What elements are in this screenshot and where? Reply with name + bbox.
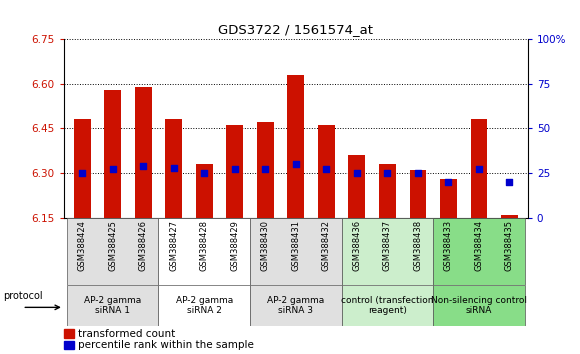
Text: GSM388428: GSM388428 xyxy=(200,220,209,271)
Bar xyxy=(226,125,243,218)
Point xyxy=(139,163,148,169)
Bar xyxy=(318,125,335,218)
Bar xyxy=(342,218,433,285)
Bar xyxy=(104,90,121,218)
Text: GSM388436: GSM388436 xyxy=(353,220,361,271)
Bar xyxy=(165,119,182,218)
Point xyxy=(474,167,484,172)
Bar xyxy=(158,285,250,326)
Point xyxy=(200,170,209,176)
Text: GSM388437: GSM388437 xyxy=(383,220,392,271)
Text: GSM388432: GSM388432 xyxy=(322,220,331,271)
Point xyxy=(352,170,361,176)
Text: GSM388427: GSM388427 xyxy=(169,220,178,271)
Bar xyxy=(64,341,74,349)
Bar xyxy=(409,170,426,218)
Bar xyxy=(64,329,74,338)
Point xyxy=(505,179,514,185)
Text: GSM388430: GSM388430 xyxy=(261,220,270,271)
Title: GDS3722 / 1561574_at: GDS3722 / 1561574_at xyxy=(218,23,374,36)
Bar xyxy=(470,119,487,218)
Bar xyxy=(433,285,525,326)
Text: control (transfection
reagent): control (transfection reagent) xyxy=(341,296,434,315)
Text: GSM388438: GSM388438 xyxy=(414,220,422,271)
Bar xyxy=(257,122,274,218)
Point xyxy=(444,179,453,185)
Bar xyxy=(67,218,158,285)
Bar xyxy=(250,285,342,326)
Text: GSM388425: GSM388425 xyxy=(108,220,117,270)
Text: AP-2 gamma
siRNA 2: AP-2 gamma siRNA 2 xyxy=(176,296,233,315)
Text: GSM388435: GSM388435 xyxy=(505,220,514,271)
Text: GSM388431: GSM388431 xyxy=(291,220,300,271)
Bar xyxy=(74,119,90,218)
Text: percentile rank within the sample: percentile rank within the sample xyxy=(78,341,253,350)
Bar xyxy=(135,87,151,218)
Bar xyxy=(433,218,525,285)
Point xyxy=(230,167,240,172)
Point xyxy=(260,167,270,172)
Bar xyxy=(67,285,158,326)
Point xyxy=(383,170,392,176)
Point xyxy=(169,165,178,171)
Bar xyxy=(288,75,304,218)
Bar xyxy=(250,218,342,285)
Point xyxy=(414,170,423,176)
Bar xyxy=(501,215,518,218)
Text: AP-2 gamma
siRNA 3: AP-2 gamma siRNA 3 xyxy=(267,296,324,315)
Text: GSM388429: GSM388429 xyxy=(230,220,239,270)
Point xyxy=(78,170,87,176)
Text: Non-silencing control
siRNA: Non-silencing control siRNA xyxy=(431,296,527,315)
Point xyxy=(108,167,117,172)
Text: GSM388433: GSM388433 xyxy=(444,220,453,271)
Text: GSM388434: GSM388434 xyxy=(474,220,484,271)
Bar xyxy=(349,155,365,218)
Bar xyxy=(342,285,433,326)
Text: GSM388424: GSM388424 xyxy=(78,220,86,270)
Bar xyxy=(440,179,457,218)
Text: GSM388426: GSM388426 xyxy=(139,220,148,271)
Text: protocol: protocol xyxy=(3,291,43,301)
Text: AP-2 gamma
siRNA 1: AP-2 gamma siRNA 1 xyxy=(84,296,142,315)
Point xyxy=(322,167,331,172)
Bar xyxy=(379,164,396,218)
Bar xyxy=(196,164,213,218)
Text: transformed count: transformed count xyxy=(78,329,175,339)
Bar xyxy=(158,218,250,285)
Point xyxy=(291,161,300,167)
